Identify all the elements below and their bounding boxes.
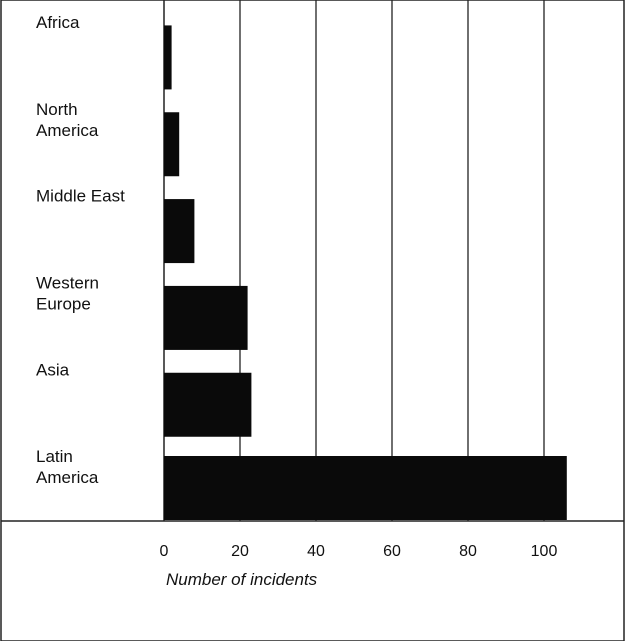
category-labels: Africa North America Middle East Western Euro… [36, 13, 125, 487]
x-tick-label-40: 40 [307, 543, 325, 560]
category-label-middle-east: Middle East [36, 187, 125, 206]
bars [164, 25, 567, 520]
x-axis-title: Number of incidents [166, 570, 318, 589]
bar-north-america [164, 112, 180, 177]
x-tick-label-100: 100 [531, 543, 558, 560]
bar-africa [164, 25, 172, 90]
gridlines [239, 0, 545, 521]
category-label-africa: Africa [36, 13, 80, 32]
bar-western-europe [164, 285, 248, 350]
x-tick-label-20: 20 [231, 543, 249, 560]
bar-middle-east [164, 199, 195, 264]
category-label-western-europe: Western Europe [36, 274, 99, 314]
category-label-asia: Asia [36, 360, 70, 379]
bar-asia [164, 372, 252, 437]
bar-latin-america [164, 456, 567, 520]
category-label-latin-america: Latin America [36, 447, 99, 487]
x-tick-labels: 0 20 40 60 80 100 [160, 543, 558, 560]
x-tick-label-60: 60 [383, 543, 401, 560]
category-label-north-america: North America [36, 100, 99, 140]
x-tick-label-0: 0 [160, 543, 169, 560]
x-tick-label-80: 80 [459, 543, 477, 560]
